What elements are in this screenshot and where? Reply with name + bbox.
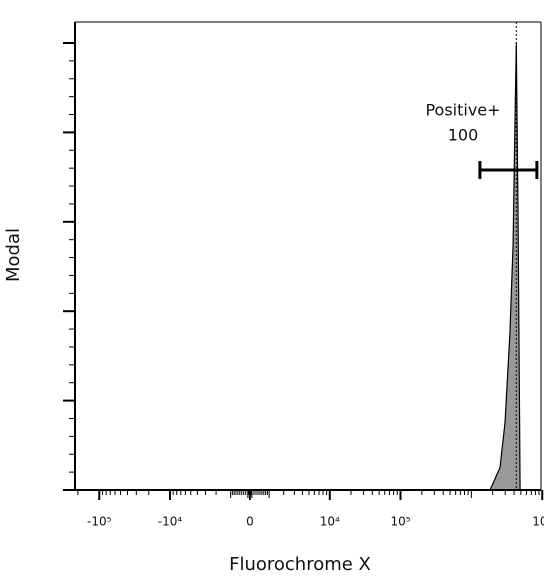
x-tick-label: -10⁵ [87, 515, 112, 529]
x-tick-label: 10⁵ [390, 515, 410, 529]
gate-value: 100 [448, 126, 479, 145]
y-axis-title: Modal [3, 228, 24, 282]
gate-name: Positive+ [425, 101, 500, 120]
x-tick-label: 10⁴ [320, 515, 340, 529]
histogram [489, 42, 521, 491]
x-axis-title: Fluorochrome X [229, 554, 371, 575]
x-tick-label: 0 [246, 515, 254, 529]
x-tick-label: -10⁴ [158, 515, 183, 529]
x-tick-label: 10⁷ [532, 515, 544, 529]
